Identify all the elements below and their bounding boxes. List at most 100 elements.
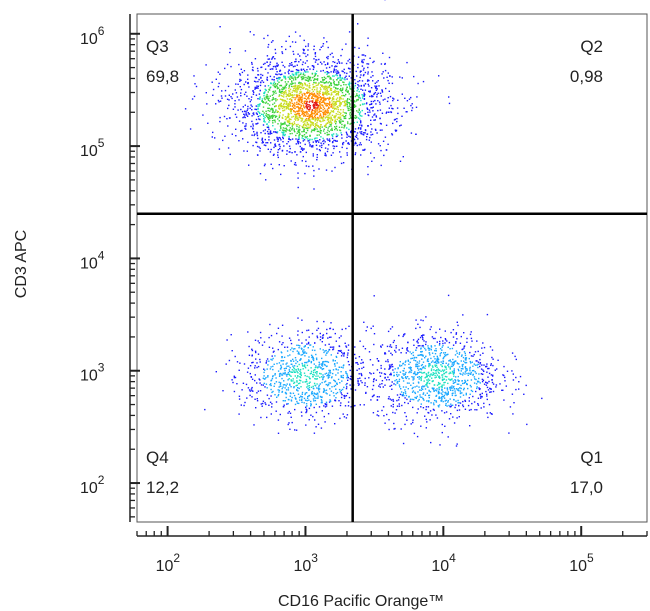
data-point <box>422 339 423 340</box>
data-point <box>450 332 451 333</box>
data-point <box>359 368 360 369</box>
data-point <box>254 109 255 110</box>
data-point <box>279 85 280 86</box>
data-point <box>442 376 443 377</box>
data-point <box>349 88 350 89</box>
data-point <box>317 93 318 94</box>
data-point <box>242 122 243 123</box>
data-point <box>270 142 271 143</box>
y-tick-label: 103 <box>80 361 105 385</box>
data-point <box>290 127 291 128</box>
data-point <box>291 397 292 398</box>
data-point <box>374 295 375 296</box>
data-point <box>478 351 479 352</box>
data-point <box>450 398 451 399</box>
data-point <box>265 404 266 405</box>
data-point <box>309 142 310 143</box>
data-point <box>281 344 282 345</box>
data-point <box>405 391 406 392</box>
data-point <box>409 99 410 100</box>
data-point <box>277 131 278 132</box>
data-point <box>361 368 362 369</box>
data-point <box>276 401 277 402</box>
data-point <box>275 105 276 106</box>
data-point <box>272 115 273 116</box>
data-point <box>347 106 348 107</box>
data-point <box>360 363 361 364</box>
data-point <box>466 383 467 384</box>
data-point <box>347 414 348 415</box>
data-point <box>363 85 364 86</box>
data-point <box>436 373 437 374</box>
data-point <box>316 107 317 108</box>
data-point <box>438 75 439 76</box>
data-point <box>362 362 363 363</box>
data-point <box>260 337 261 338</box>
data-point <box>293 348 294 349</box>
data-point <box>374 157 375 158</box>
data-point <box>337 97 338 98</box>
data-point <box>222 140 223 141</box>
data-point <box>341 355 342 356</box>
data-point <box>260 332 261 333</box>
data-point <box>455 341 456 342</box>
data-point <box>482 393 483 394</box>
data-point <box>268 136 269 137</box>
data-point <box>437 341 438 342</box>
data-point <box>322 86 323 87</box>
data-point <box>301 94 302 95</box>
data-point <box>430 391 431 392</box>
data-point <box>468 373 469 374</box>
data-point <box>262 406 263 407</box>
data-point <box>330 89 331 90</box>
data-point <box>241 69 242 70</box>
data-point <box>301 348 302 349</box>
data-point <box>349 82 350 83</box>
data-point <box>294 102 295 103</box>
data-point <box>295 135 296 136</box>
data-point <box>265 129 266 130</box>
data-point <box>408 388 409 389</box>
data-point <box>301 135 302 136</box>
data-point <box>346 100 347 101</box>
data-point <box>276 68 277 69</box>
data-point <box>386 112 387 113</box>
data-point <box>270 389 271 390</box>
data-point <box>338 94 339 95</box>
data-point <box>356 370 357 371</box>
data-point <box>225 90 226 91</box>
data-point <box>392 364 393 365</box>
data-point <box>284 405 285 406</box>
data-point <box>304 355 305 356</box>
data-point <box>313 175 314 176</box>
data-point <box>458 376 459 377</box>
data-point <box>411 367 412 368</box>
data-point <box>410 401 411 402</box>
data-point <box>420 377 421 378</box>
data-point <box>269 120 270 121</box>
data-point <box>406 111 407 112</box>
data-point <box>291 347 292 348</box>
data-point <box>492 365 493 366</box>
data-point <box>435 366 436 367</box>
data-point <box>430 373 431 374</box>
data-point <box>392 98 393 99</box>
data-point <box>395 351 396 352</box>
data-point <box>324 113 325 114</box>
data-point <box>344 77 345 78</box>
data-point <box>434 350 435 351</box>
data-point <box>339 104 340 105</box>
data-point <box>231 98 232 99</box>
data-point <box>458 369 459 370</box>
data-point <box>279 90 280 91</box>
data-point <box>389 346 390 347</box>
data-point <box>244 363 245 364</box>
data-point <box>441 386 442 387</box>
data-point <box>469 400 470 401</box>
data-point <box>421 376 422 377</box>
data-point <box>350 378 351 379</box>
data-point <box>412 407 413 408</box>
data-point <box>388 419 389 420</box>
data-point <box>281 46 282 47</box>
data-point <box>257 123 258 124</box>
